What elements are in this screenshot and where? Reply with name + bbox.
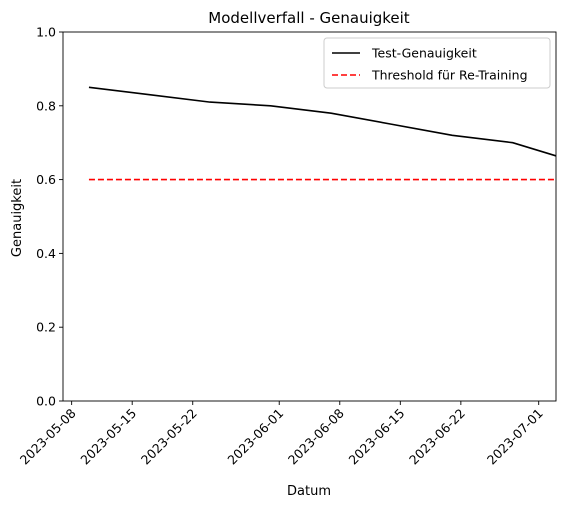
x-tick-label: 2023-05-15 <box>77 406 139 468</box>
legend: Test-Genauigkeit Threshold für Re-Trainin… <box>323 37 551 89</box>
legend-label: Test-Genauigkeit <box>371 46 477 61</box>
x-tick-label: 2023-05-22 <box>138 406 200 468</box>
series-group <box>88 86 556 181</box>
plot-area <box>62 31 557 402</box>
y-tick-label: 0.6 <box>36 172 56 187</box>
x-tick-label: 2023-06-08 <box>285 405 347 467</box>
y-axis: 0.0 0.2 0.4 0.6 0.8 1.0 <box>36 25 63 409</box>
legend-label: Threshold für Re-Training <box>371 68 528 83</box>
y-tick-label: 0.2 <box>36 320 56 335</box>
x-tick-label: 2023-07-01 <box>484 406 546 468</box>
y-tick-label: 1.0 <box>36 25 56 40</box>
y-tick-label: 0.4 <box>36 246 56 261</box>
legend-box <box>323 37 551 89</box>
chart-title: Modellverfall - Genauigkeit <box>208 9 410 27</box>
x-axis-label: Datum <box>287 484 331 499</box>
x-tick-label: 2023-05-08 <box>17 405 79 467</box>
x-tick-label: 2023-06-01 <box>224 406 286 468</box>
y-tick-label: 0.0 <box>36 394 56 409</box>
plot-frame <box>62 31 557 402</box>
x-tick-label: 2023-06-22 <box>406 406 468 468</box>
x-tick-label: 2023-06-15 <box>345 406 407 468</box>
test-accuracy-line <box>88 86 556 157</box>
y-tick-label: 0.8 <box>36 98 56 113</box>
y-axis-label: Genauigkeit <box>10 179 25 257</box>
